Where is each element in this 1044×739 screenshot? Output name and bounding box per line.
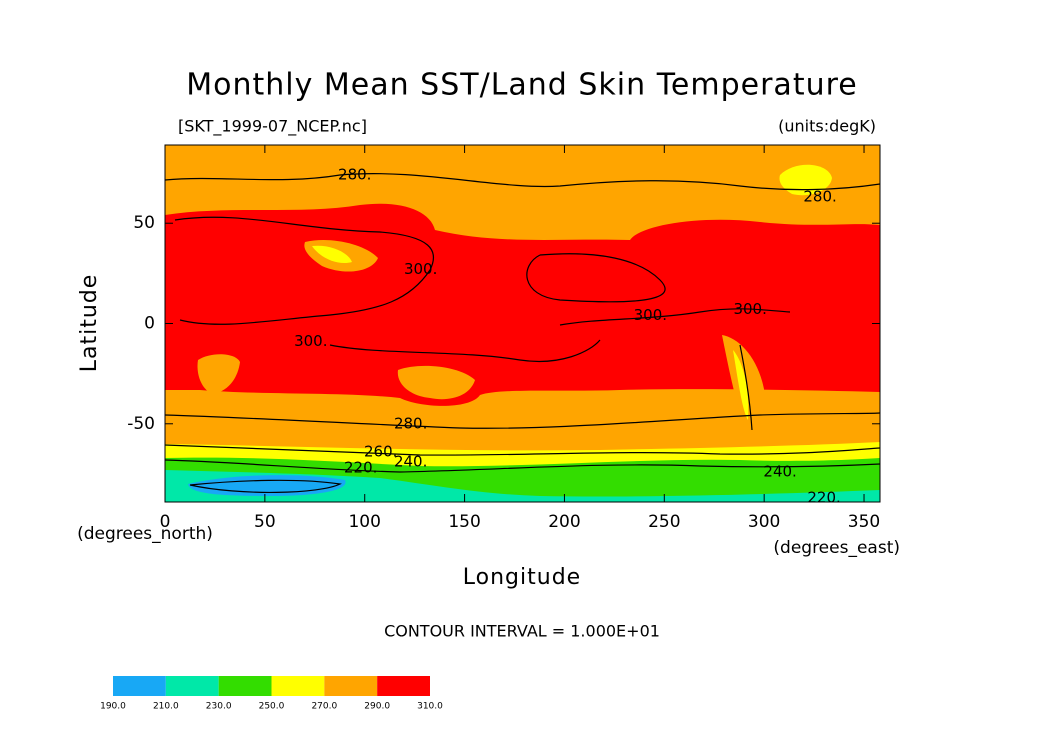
contour-label: 300.: [294, 332, 327, 350]
contour-label: 280.: [338, 166, 371, 184]
colorbar: 190.0 210.0 230.0 250.0 270.0 290.0 310.0: [100, 676, 443, 712]
colorbar-swatch: [165, 676, 219, 696]
colorbar-label: 230.0: [206, 702, 232, 712]
x-tick-label: 150: [448, 512, 480, 532]
colorbar-swatch: [271, 676, 325, 696]
colorbar-label: 270.0: [311, 702, 337, 712]
y-tick-label: 0: [144, 314, 155, 334]
contour-line: [174, 216, 435, 325]
temperature-region: [397, 365, 475, 400]
y-label: Latitude: [77, 274, 102, 373]
file-label: [SKT_1999-07_NCEP.nc]: [178, 117, 367, 137]
x-tick-label: 50: [254, 512, 276, 532]
contour-line: [559, 308, 791, 326]
axes: 0 50 100 150 200 250 300 350 -50 0 50: [127, 145, 880, 532]
temperature-region: [197, 354, 240, 394]
contour-line: [526, 253, 666, 303]
y-units: (degrees_north): [77, 524, 213, 544]
contour-label: 240.: [394, 452, 427, 470]
colorbar-swatch: [377, 676, 430, 696]
contour-line: [164, 444, 881, 456]
colorbar-label: 310.0: [417, 702, 443, 712]
contour-line: [329, 339, 601, 362]
contour-line: [739, 344, 753, 431]
colorbar-swatch: [113, 676, 166, 696]
contour-line: [189, 479, 342, 494]
temperature-region: [779, 164, 832, 196]
contour-label: 240.: [763, 462, 796, 480]
contour-label: 280.: [394, 414, 427, 432]
field: [165, 145, 880, 502]
contour-label: 280.: [803, 188, 836, 206]
contour-label: 220.: [807, 488, 840, 506]
x-label: Longitude: [463, 565, 581, 590]
contour-lines: 280.280.300.300.300. 300.280.260.240.220.…: [164, 166, 881, 506]
units-label: (units:degK): [778, 117, 876, 136]
contour-interval: CONTOUR INTERVAL = 1.000E+01: [384, 622, 660, 641]
contour-label: 260.: [364, 442, 397, 460]
x-tick-label: 100: [348, 512, 380, 532]
colorbar-label: 210.0: [153, 702, 179, 712]
colorbar-swatch: [218, 676, 272, 696]
x-tick-label: 0: [160, 512, 171, 532]
colorbar-swatch: [324, 676, 378, 696]
y-tick-label: 50: [133, 213, 155, 233]
x-tick-label: 300: [748, 512, 780, 532]
contour-label: 300.: [634, 306, 667, 324]
x-tick-label: 250: [648, 512, 680, 532]
x-tick-label: 200: [548, 512, 580, 532]
colorbar-label: 190.0: [100, 702, 126, 712]
colorbar-label: 290.0: [364, 702, 390, 712]
contour-label: 300.: [733, 300, 766, 318]
x-units: (degrees_east): [773, 538, 900, 558]
contour-line: [164, 412, 881, 429]
colorbar-label: 250.0: [259, 702, 285, 712]
contour-line: [164, 173, 881, 191]
title: Monthly Mean SST/Land Skin Temperature: [186, 68, 857, 103]
contour-label: 300.: [404, 260, 437, 278]
contour-label: 220.: [344, 458, 377, 476]
temperature-region: [312, 245, 352, 264]
temperature-region: [165, 470, 880, 502]
contour-line: [164, 459, 881, 473]
temperature-region: [733, 350, 749, 420]
y-tick-label: -50: [127, 414, 155, 434]
x-tick-label: 350: [848, 512, 880, 532]
